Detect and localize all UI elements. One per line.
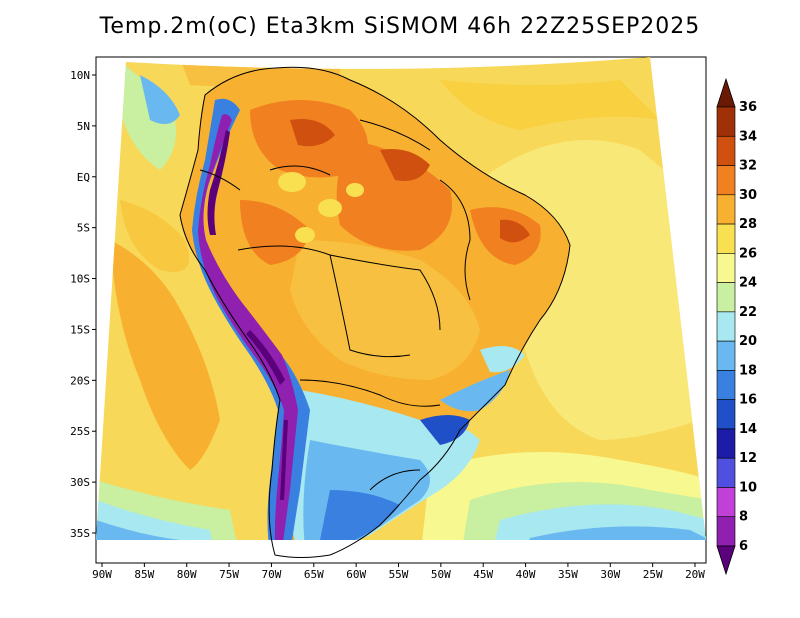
colorbar-label: 18 [739, 363, 757, 378]
lon-tick-label: 75W [219, 568, 239, 581]
colorbar-segment [716, 311, 736, 342]
lon-tick-label: 80W [177, 568, 197, 581]
colorbar-segment [716, 194, 736, 225]
lat-tick-label: EQ [77, 171, 90, 184]
colorbar-label: 14 [739, 422, 757, 437]
lat-tick-label: 25S [70, 425, 90, 438]
colorbar: 36 34 32 30 28 26 24 22 20 18 16 14 12 10 8 6 [716, 77, 757, 576]
colorbar-segment [716, 370, 736, 400]
country-borders [179, 66, 571, 558]
colorbar-segment [716, 135, 736, 166]
lat-tick-label: 30S [70, 476, 90, 489]
latitude-axis: 10N 5N EQ 5S 10S 15S 20S 25S 30S 35S [70, 69, 96, 540]
colorbar-segment [716, 399, 736, 430]
lon-tick-label: 25W [643, 568, 663, 581]
lat-tick-label: 10N [70, 69, 90, 82]
colorbar-label: 6 [739, 539, 748, 554]
temperature-field [96, 57, 706, 540]
lat-tick-label: 20S [70, 374, 90, 387]
colorbar-label: 30 [739, 188, 757, 203]
map-title: Temp.2m(oC) Eta3km SiSMOM 46h 22Z25SEP20… [99, 14, 701, 39]
lon-tick-label: 85W [134, 568, 154, 581]
colorbar-segment [716, 106, 736, 137]
lon-tick-label: 60W [346, 568, 366, 581]
colorbar-label: 22 [739, 305, 757, 320]
colorbar-label: 8 [739, 510, 748, 525]
lon-tick-label: 40W [516, 568, 536, 581]
lon-tick-label: 65W [304, 568, 324, 581]
colorbar-segment [716, 165, 736, 196]
colorbar-label: 10 [739, 480, 757, 495]
colorbar-segment [716, 253, 736, 283]
lat-tick-label: 5S [77, 222, 90, 235]
colorbar-segment [716, 282, 736, 313]
colorbar-label: 36 [739, 100, 757, 115]
colorbar-bottom-arrow [716, 545, 736, 576]
colorbar-label: 12 [739, 451, 757, 466]
lon-tick-label: 90W [92, 568, 112, 581]
colorbar-segment [716, 516, 736, 547]
colorbar-label: 20 [739, 334, 757, 349]
colorbar-segment [716, 487, 736, 518]
colorbar-segment [716, 340, 736, 371]
lon-tick-label: 45W [473, 568, 493, 581]
lon-tick-label: 50W [431, 568, 451, 581]
lon-tick-label: 70W [261, 568, 281, 581]
lon-tick-label: 55W [389, 568, 409, 581]
colorbar-segment [716, 428, 736, 459]
lon-tick-label: 20W [685, 568, 705, 581]
colorbar-segment [716, 223, 736, 254]
lat-tick-label: 35S [70, 527, 90, 540]
colorbar-top-arrow [716, 77, 736, 108]
lon-tick-label: 35W [558, 568, 578, 581]
longitude-axis: 90W 85W 80W 75W 70W 65W 60W 55W 50W 45W 40W 35W 30W 2… [92, 563, 705, 581]
lon-tick-label: 30W [600, 568, 620, 581]
colorbar-label: 26 [739, 246, 757, 261]
colorbar-label: 32 [739, 159, 757, 174]
lat-tick-label: 5N [77, 120, 90, 133]
colorbar-segment [716, 457, 736, 488]
colorbar-label: 28 [739, 217, 757, 232]
lat-tick-label: 10S [70, 273, 90, 286]
colorbar-label: 34 [739, 129, 757, 144]
lat-tick-label: 15S [70, 323, 90, 336]
colorbar-label: 24 [739, 276, 757, 291]
colorbar-label: 16 [739, 393, 757, 408]
